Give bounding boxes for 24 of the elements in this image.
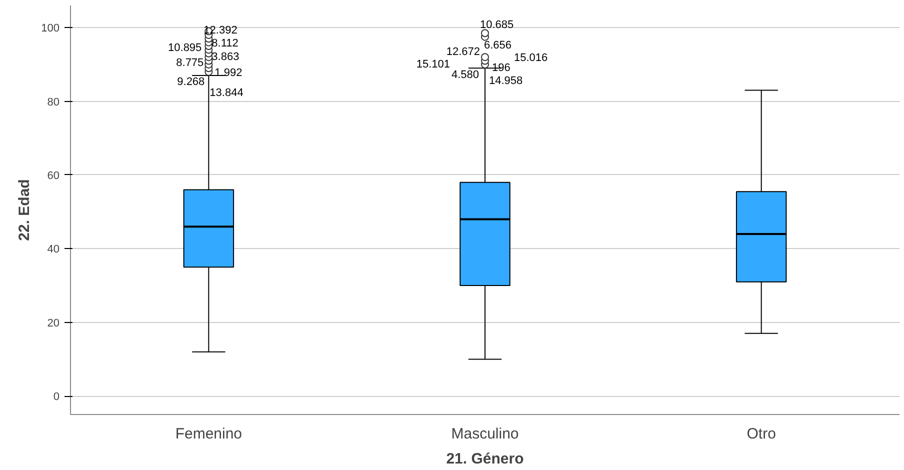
annotation: 10.685 [480, 18, 514, 31]
annotation: 13.844 [210, 87, 244, 100]
annotation: 15.016 [514, 52, 548, 64]
x-tick-label: Otro [746, 426, 776, 442]
x-tick-label: Femenino [175, 426, 242, 442]
annotation: 12.672 [446, 46, 480, 58]
annotation: 10.895 [168, 42, 202, 54]
y-tick-label: 60 [47, 170, 60, 182]
y-tick-label: 0 [53, 391, 60, 404]
x-tick-label: Masculino [451, 426, 519, 442]
annotation: 14.958 [489, 74, 523, 87]
y-tick-label: 80 [47, 96, 60, 108]
annotation: 9.268 [177, 76, 205, 88]
x-axis-title: 21. Género [446, 450, 524, 468]
annotation: 4.580 [451, 69, 480, 82]
annotation: 196 [492, 62, 510, 74]
annotation: 15.101 [416, 58, 450, 71]
y-axis-title: 22. Edad [16, 179, 34, 241]
y-tick-label: 100 [41, 22, 60, 35]
y-tick-label: 20 [47, 317, 60, 330]
annotation: 6.656 [484, 40, 512, 52]
annotation: 3.863 [212, 50, 240, 63]
y-tick-label: 40 [47, 244, 60, 256]
annotation: 8.775 [176, 56, 204, 69]
